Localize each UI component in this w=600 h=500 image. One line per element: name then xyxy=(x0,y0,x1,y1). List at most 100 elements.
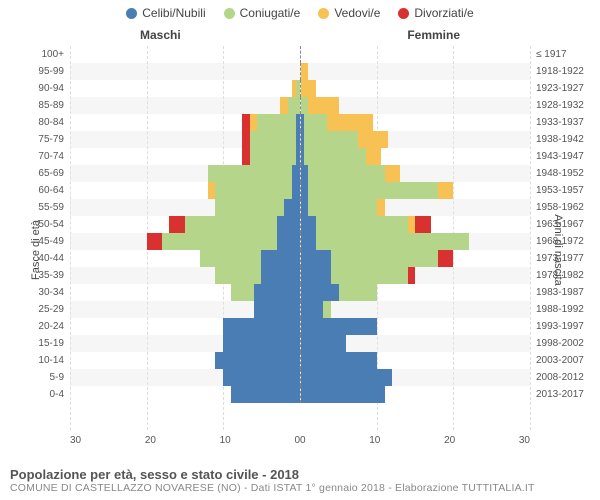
age-label: 50-54 xyxy=(4,219,70,230)
bar-seg-m-c xyxy=(296,148,300,165)
bar-seg-m-co xyxy=(257,114,295,131)
bar-seg-m-c xyxy=(261,267,299,284)
bar-seg-m-co xyxy=(185,216,277,233)
female-half xyxy=(301,216,531,233)
bar-seg-f-co xyxy=(304,131,358,148)
pyramid-row: 100+≤ 1917 xyxy=(70,46,530,63)
bar-seg-f-co xyxy=(323,301,331,318)
pyramid-row: 95-991918-1922 xyxy=(70,63,530,80)
female-half xyxy=(301,335,531,352)
bar-seg-f-c xyxy=(301,182,309,199)
female-half xyxy=(301,386,531,403)
birth-label: 1963-1967 xyxy=(530,219,596,230)
bar-seg-m-co xyxy=(288,97,299,114)
pyramid-row: 50-541963-1967 xyxy=(70,216,530,233)
female-half xyxy=(301,284,531,301)
x-axis: 3020100 0102030 xyxy=(70,435,530,446)
bar-seg-f-c xyxy=(301,301,324,318)
bar-seg-f-c xyxy=(301,250,332,267)
bar-seg-f-co xyxy=(301,97,309,114)
bar-seg-f-co xyxy=(304,114,327,131)
bar-seg-m-c xyxy=(292,182,300,199)
male-half xyxy=(70,216,301,233)
birth-label: 1948-1952 xyxy=(530,168,596,179)
female-half xyxy=(301,114,531,131)
bar-seg-f-v xyxy=(327,114,373,131)
age-label: 60-64 xyxy=(4,185,70,196)
bar-seg-f-d xyxy=(415,216,430,233)
age-label: 25-29 xyxy=(4,304,70,315)
chart-title: Popolazione per età, sesso e stato civil… xyxy=(10,467,590,482)
birth-label: 1933-1937 xyxy=(530,117,596,128)
bar-seg-f-v xyxy=(301,80,316,97)
bar-seg-f-co xyxy=(316,233,469,250)
pyramid-row: 20-241993-1997 xyxy=(70,318,530,335)
pyramid-row: 75-791938-1942 xyxy=(70,131,530,148)
bar-seg-m-c xyxy=(296,114,300,131)
bar-seg-m-c xyxy=(277,216,300,233)
bar-seg-m-co xyxy=(250,131,296,148)
male-half xyxy=(70,301,301,318)
x-tick: 20 xyxy=(145,435,156,446)
bar-seg-m-co xyxy=(231,284,254,301)
legend-swatch xyxy=(318,8,329,19)
age-label: 80-84 xyxy=(4,117,70,128)
age-label: 65-69 xyxy=(4,168,70,179)
legend-label: Celibi/Nubili xyxy=(142,6,205,20)
birth-label: 1988-1992 xyxy=(530,304,596,315)
birth-label: 1968-1972 xyxy=(530,236,596,247)
female-half xyxy=(301,369,531,386)
female-half xyxy=(301,148,531,165)
male-half xyxy=(70,267,301,284)
male-half xyxy=(70,97,301,114)
bar-seg-f-v xyxy=(358,131,389,148)
pyramid-row: 80-841933-1937 xyxy=(70,114,530,131)
female-half xyxy=(301,46,531,63)
bar-seg-f-v xyxy=(408,216,416,233)
pyramid-row: 25-291988-1992 xyxy=(70,301,530,318)
male-half xyxy=(70,131,301,148)
bar-seg-m-co xyxy=(215,182,291,199)
chart-area: 100+≤ 191795-991918-192290-941923-192785… xyxy=(70,46,530,430)
male-half xyxy=(70,284,301,301)
age-label: 45-49 xyxy=(4,236,70,247)
bar-seg-m-co xyxy=(250,148,296,165)
male-half xyxy=(70,80,301,97)
male-half xyxy=(70,369,301,386)
birth-label: 2003-2007 xyxy=(530,355,596,366)
female-half xyxy=(301,318,531,335)
bar-seg-f-co xyxy=(316,216,408,233)
legend-item: Coniugati/e xyxy=(224,6,301,20)
pyramid-row: 15-191998-2002 xyxy=(70,335,530,352)
pyramid-row: 60-641953-1957 xyxy=(70,182,530,199)
x-axis-left: 3020100 xyxy=(70,435,300,446)
bar-seg-f-co xyxy=(331,267,407,284)
chart-subtitle: COMUNE DI CASTELLAZZO NOVARESE (NO) - Da… xyxy=(10,482,590,494)
birth-label: 1998-2002 xyxy=(530,338,596,349)
legend-swatch xyxy=(224,8,235,19)
bar-seg-m-c xyxy=(254,301,300,318)
bar-seg-m-d xyxy=(242,114,250,131)
legend-item: Vedovi/e xyxy=(318,6,380,20)
bar-seg-f-c xyxy=(301,352,377,369)
female-half xyxy=(301,97,531,114)
age-label: 40-44 xyxy=(4,253,70,264)
pyramid-row: 65-691948-1952 xyxy=(70,165,530,182)
female-half xyxy=(301,301,531,318)
female-half xyxy=(301,165,531,182)
male-half xyxy=(70,46,301,63)
pyramid-row: 85-891928-1932 xyxy=(70,97,530,114)
bar-seg-f-co xyxy=(308,165,384,182)
female-label: Femmine xyxy=(407,28,460,42)
age-label: 90-94 xyxy=(4,83,70,94)
x-axis-right: 0102030 xyxy=(300,435,530,446)
female-half xyxy=(301,233,531,250)
bar-seg-f-v xyxy=(301,63,309,80)
bar-seg-m-c xyxy=(254,284,300,301)
bar-seg-f-c xyxy=(301,284,339,301)
bar-seg-m-d xyxy=(147,233,162,250)
bar-seg-m-c xyxy=(277,233,300,250)
age-label: 5-9 xyxy=(4,372,70,383)
male-half xyxy=(70,182,301,199)
bar-seg-f-d xyxy=(438,250,453,267)
